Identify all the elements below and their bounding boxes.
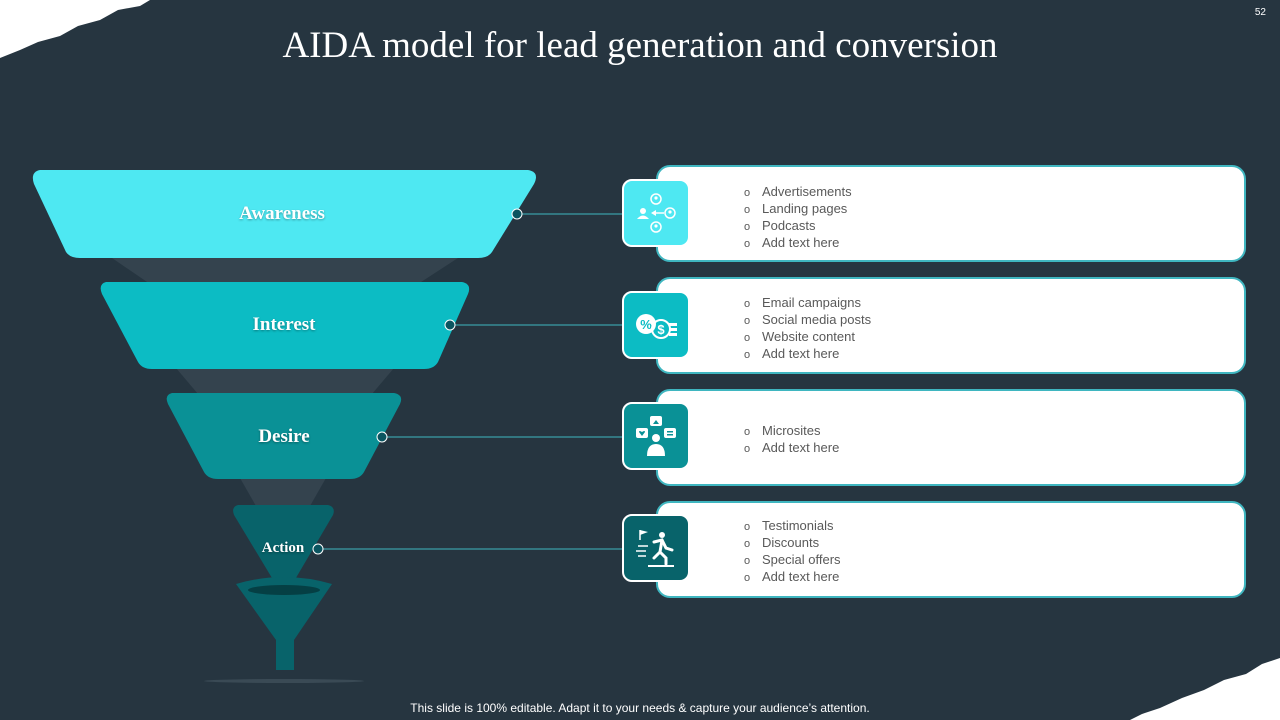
list-item: o Social media posts: [744, 312, 872, 327]
list-item: o Add text here: [744, 440, 840, 455]
stage-label-desire: Desire: [258, 426, 310, 447]
connector-dot-action: [312, 543, 324, 555]
funnel-shadow-2: [176, 368, 394, 394]
svg-text:$: $: [657, 322, 665, 337]
money-percent-icon: % $: [622, 291, 690, 359]
funnel-stage-desire: [166, 393, 402, 479]
slide-number: 52: [1254, 7, 1266, 18]
list-item: o Special offers: [744, 552, 841, 567]
page-title: AIDA model for lead generation and conve…: [282, 25, 998, 66]
stage-list-desire: o Microsites o Add text here: [744, 423, 839, 457]
funnel-stage-awareness: [32, 170, 536, 258]
list-item: o Advertisements: [744, 184, 852, 199]
list-item: o Add text here: [744, 235, 840, 250]
torn-paper-bottom-right: [1130, 658, 1280, 720]
funnel-stage-interest: [100, 282, 470, 369]
funnel-shadow-1: [112, 258, 458, 284]
list-item: o Testimonials: [744, 518, 834, 533]
funnel-stage-action: [233, 505, 334, 591]
network-people-icon: [622, 179, 690, 247]
list-item: o Add text here: [744, 346, 840, 361]
stage-list-action: o Testimonials o Discounts o Special offers…: [744, 518, 841, 586]
stage-list-interest: o Email campaigns o Social media posts o We…: [744, 295, 871, 363]
list-item: o Podcasts: [744, 218, 816, 233]
connector-dot-interest: [444, 319, 456, 331]
aida-funnel: [32, 170, 624, 683]
list-item: o Email campaigns: [744, 295, 861, 310]
list-item: o Add text here: [744, 569, 840, 584]
stage-label-awareness: Awareness: [239, 203, 325, 224]
running-to-flag-icon: [622, 514, 690, 582]
list-item: o Discounts: [744, 535, 820, 550]
stage-card-awareness: o Advertisements o Landing pages o Podcasts…: [656, 165, 1246, 262]
list-item: o Landing pages: [744, 201, 848, 216]
footer-note: This slide is 100% editable. Adapt it to…: [410, 701, 870, 715]
connector-dot-awareness: [511, 208, 523, 220]
stage-card-desire: o Microsites o Add text here: [656, 389, 1246, 486]
connector-dot-desire: [376, 431, 388, 443]
list-item: o Microsites: [744, 423, 821, 438]
stage-card-interest: o Email campaigns o Social media posts o We…: [656, 277, 1246, 374]
small-funnel-icon: [204, 577, 364, 683]
stage-label-action: Action: [261, 540, 305, 556]
social-media-person-icon: [622, 402, 690, 470]
stage-label-interest: Interest: [252, 314, 316, 335]
svg-text:%: %: [640, 317, 652, 332]
stage-list-awareness: o Advertisements o Landing pages o Podcasts…: [744, 184, 852, 252]
list-item: o Website content: [744, 329, 855, 344]
funnel-shadow-3: [240, 478, 326, 506]
stage-card-action: o Testimonials o Discounts o Special offers…: [656, 501, 1246, 598]
torn-paper-top-left: [0, 0, 150, 58]
